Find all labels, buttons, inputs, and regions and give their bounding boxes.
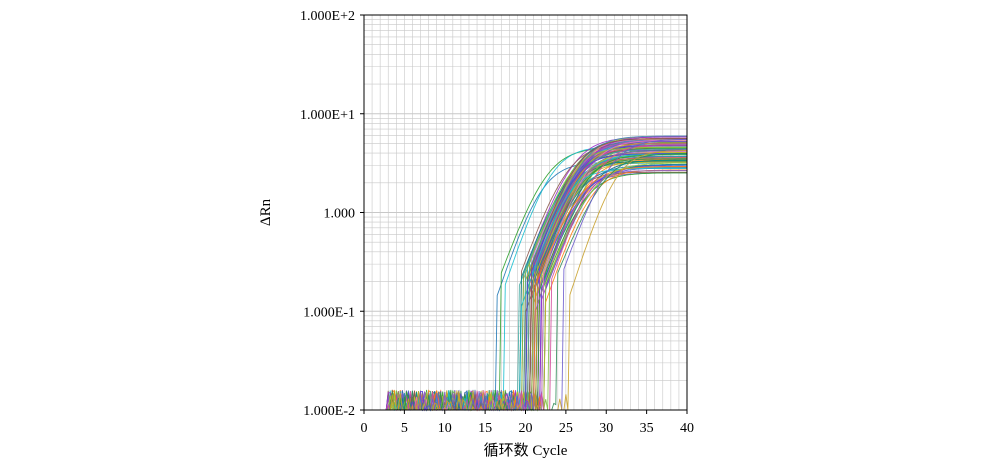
x-tick-label: 15: [478, 421, 492, 436]
x-axis-label: 循环数 Cycle: [484, 442, 568, 459]
grid-lines: [364, 15, 687, 410]
amplification-curve: [372, 162, 687, 411]
y-tick-label: 1.000E-2: [303, 404, 355, 419]
x-tick-label: 10: [438, 421, 452, 436]
x-tick-label: 35: [640, 421, 654, 436]
y-tick-label: 1.000: [324, 207, 356, 222]
x-tick-label: 5: [401, 421, 408, 436]
x-tick-label: 0: [361, 421, 368, 436]
y-tick-label: 1.000E+2: [300, 9, 355, 24]
x-axis-ticks: 0 5 10 15 20 25 30 35 40: [361, 410, 694, 436]
x-tick-label: 20: [519, 421, 533, 436]
amplification-curves: [372, 135, 688, 412]
y-tick-label: 1.000E-1: [303, 305, 355, 320]
x-tick-label: 25: [559, 421, 573, 436]
x-tick-label: 40: [680, 421, 694, 436]
x-tick-label: 30: [599, 421, 613, 436]
y-axis-label: ΔRn: [258, 198, 274, 226]
y-axis-ticks: 1.000E-2 1.000E-1 1.000 1.000E+1 1.000E+2: [300, 9, 364, 419]
y-tick-label: 1.000E+1: [300, 108, 355, 123]
